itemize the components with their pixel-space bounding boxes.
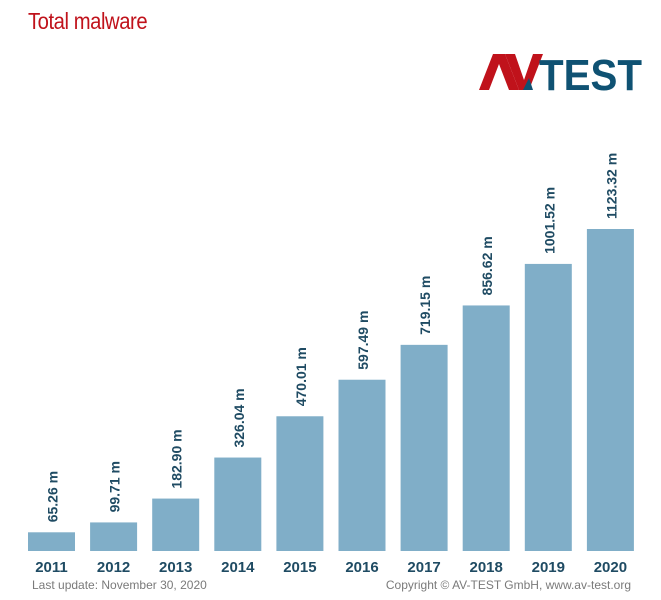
data-label: 719.15 m — [417, 276, 433, 335]
bar-2017 — [400, 344, 448, 551]
x-tick-label: 2017 — [407, 559, 440, 576]
data-label: 326.04 m — [231, 388, 247, 447]
last-update-text: Last update: November 30, 2020 — [32, 578, 207, 592]
av-test-logo: TEST — [479, 52, 642, 92]
copyright-text: Copyright © AV-TEST GmbH, www.av-test.or… — [385, 578, 631, 592]
bar-2011 — [28, 532, 75, 551]
svg-text:TEST: TEST — [539, 52, 642, 92]
bar-2020 — [586, 229, 634, 551]
data-label: 1123.32 m — [603, 153, 619, 219]
x-tick-label: 2019 — [532, 559, 565, 576]
chart-title: Total malware — [28, 8, 148, 34]
data-label: 597.49 m — [355, 311, 371, 370]
data-label: 65.26 m — [45, 471, 61, 522]
x-tick-label: 2018 — [470, 559, 503, 576]
bar-2015 — [276, 416, 324, 551]
x-tick-label: 2016 — [345, 559, 378, 576]
x-tick-label: 2015 — [283, 559, 316, 576]
data-label: 470.01 m — [293, 347, 309, 406]
bar-2014 — [214, 457, 262, 551]
bar-2013 — [152, 498, 200, 551]
data-label: 1001.52 m — [541, 187, 557, 254]
bar-2018 — [462, 305, 510, 551]
bar-2012 — [90, 522, 138, 551]
data-label: 99.71 m — [107, 461, 123, 512]
x-tick-label: 2013 — [159, 559, 192, 576]
x-tick-label: 2011 — [35, 559, 68, 576]
x-tick-label: 2012 — [97, 559, 130, 576]
bar-2019 — [524, 263, 572, 551]
data-label: 182.90 m — [169, 429, 185, 488]
x-tick-label: 2020 — [594, 559, 627, 576]
x-tick-label: 2014 — [221, 559, 255, 576]
data-label: 856.62 m — [479, 236, 495, 295]
bar-2016 — [338, 379, 386, 551]
